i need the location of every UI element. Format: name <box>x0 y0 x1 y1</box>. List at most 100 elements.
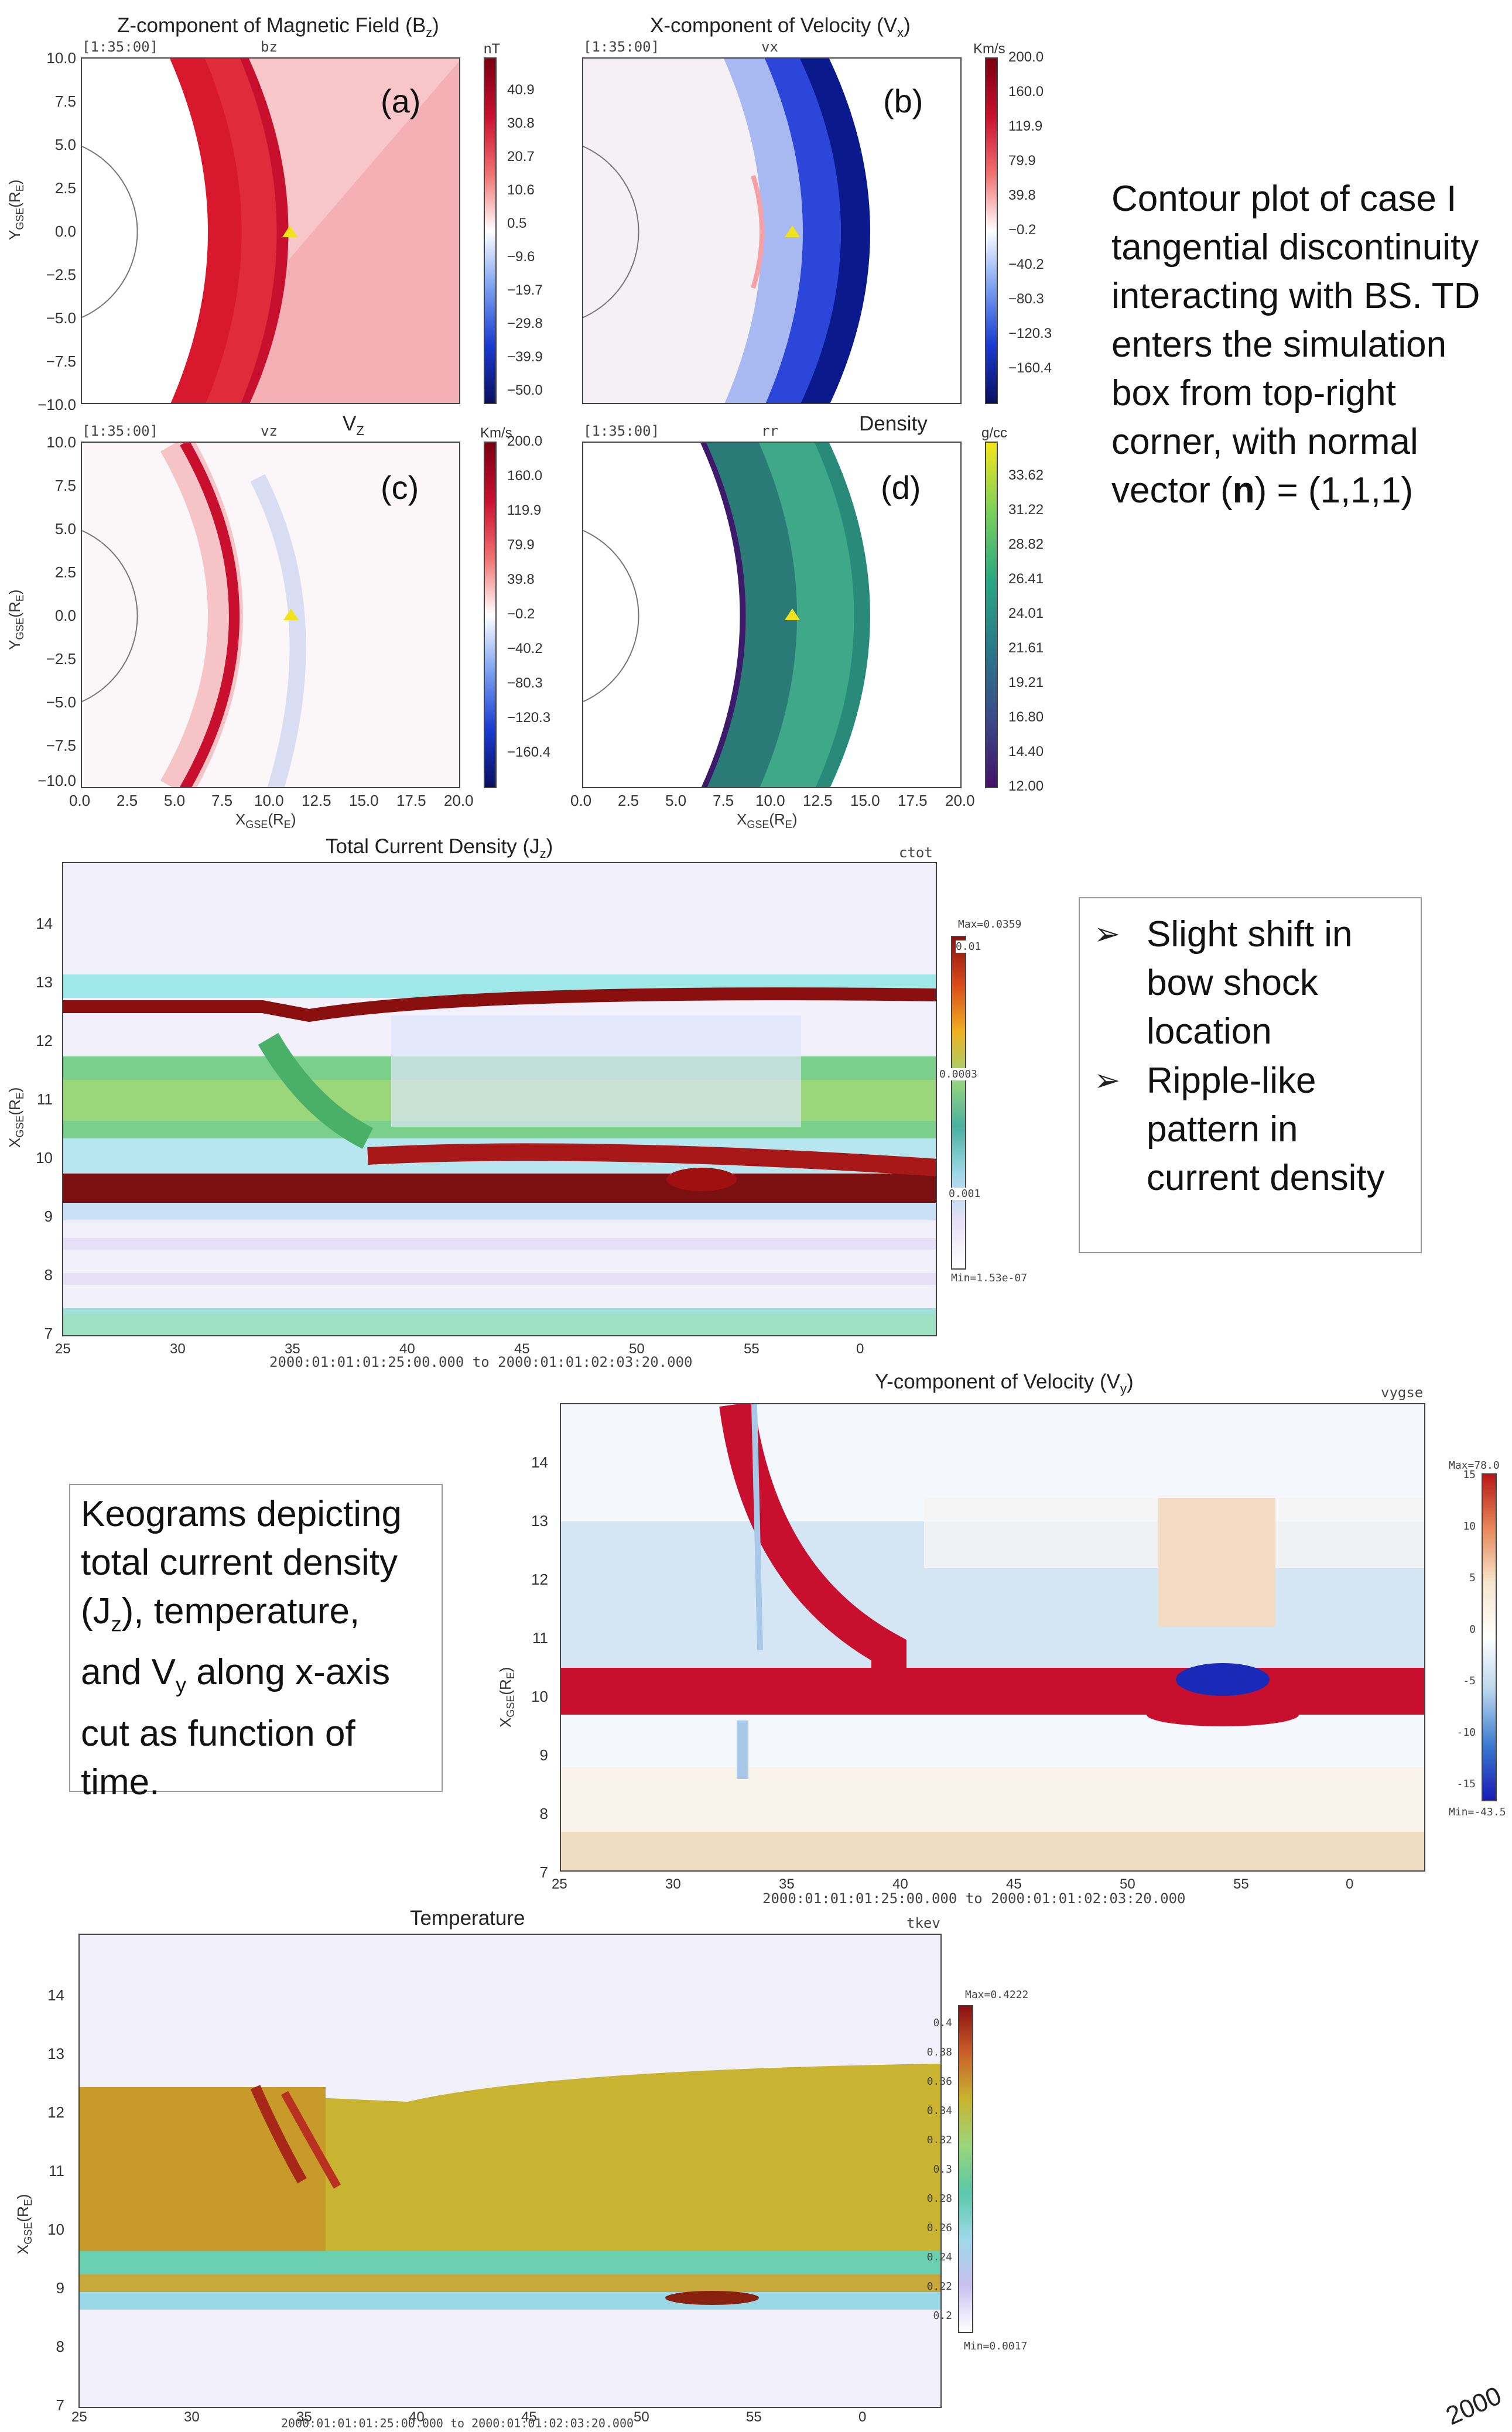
panel-c-time: [1:35:00] <box>82 423 159 439</box>
contour-description: Contour plot of case I tangential discon… <box>1111 179 1480 511</box>
panel-b-heading: X-component of Velocity (Vx) <box>650 14 911 40</box>
y-tick: 13 <box>47 2045 64 2062</box>
panel-b-var: vx <box>761 39 778 55</box>
y-tick: 10.0 <box>46 49 76 67</box>
y-tick: −2.5 <box>46 650 76 668</box>
cbar-tick: 0.2 <box>933 2310 952 2322</box>
y-tick: −10.0 <box>37 396 76 413</box>
y-tick: 8 <box>44 1266 53 1284</box>
keogram-vy-title: Y-component of Velocity (Vy) <box>875 1370 1134 1396</box>
y-tick: 14 <box>531 1453 548 1471</box>
panel-c-plot <box>81 442 460 788</box>
cbar-tick: 16.80 <box>1008 709 1044 725</box>
panel-b-colorbar <box>985 57 998 404</box>
cbar-tick: 200.0 <box>1008 49 1044 65</box>
cbar-tick: 119.9 <box>1008 118 1043 134</box>
x-tick: 50 <box>1120 1876 1135 1892</box>
panel-c-xlabel: XGSE(RE) <box>235 810 296 831</box>
panel-a-var: bz <box>261 39 278 55</box>
cbar-tick: −0.2 <box>1008 222 1036 238</box>
cbar-tick: 5 <box>1469 1572 1476 1584</box>
keogram-temp-cbar-min: Min=0.0017 <box>964 2340 1028 2352</box>
x-tick: 35 <box>779 1876 795 1892</box>
y-tick: 14 <box>47 1986 64 2004</box>
x-tick: 30 <box>170 1341 186 1357</box>
cbar-tick: −40.2 <box>1008 256 1044 272</box>
y-tick: 9 <box>539 1746 548 1764</box>
x-tick: 55 <box>746 2409 762 2425</box>
y-tick: −5.0 <box>46 693 76 711</box>
panel-d-colorbar <box>985 442 998 788</box>
keogram-temp-var: tkev <box>906 1915 940 1931</box>
bullet-item: ➢ Ripple-like pattern in current density <box>1094 1056 1410 1202</box>
x-tick: 0 <box>1346 1876 1354 1892</box>
x-tick: 25 <box>71 2409 87 2425</box>
y-tick: −7.5 <box>46 353 76 370</box>
cbar-tick: 10 <box>1463 1520 1476 1533</box>
cbar-tick: −160.4 <box>1008 360 1052 376</box>
y-tick: 10.0 <box>46 433 76 451</box>
x-tick: 25 <box>552 1876 567 1892</box>
cbar-tick: 0.36 <box>926 2075 952 2088</box>
panel-a-unit: nT <box>484 41 501 57</box>
keogram-vy-ylabel: XGSE(RE) <box>497 1667 517 1728</box>
y-tick: 14 <box>36 915 53 932</box>
panel-d-heading: Density <box>859 412 928 435</box>
cbar-tick: −9.6 <box>507 249 535 265</box>
keogram-vy-var: vygse <box>1381 1384 1424 1401</box>
y-tick: 13 <box>531 1512 548 1530</box>
keogram-jz-cbar-min: Min=1.53e-07 <box>951 1272 1028 1284</box>
x-tick: 0.0 <box>69 792 91 809</box>
panel-a-letter: (a) <box>381 83 421 119</box>
panel-d-time: [1:35:00] <box>583 423 660 439</box>
y-tick: 12 <box>531 1571 548 1588</box>
cbar-tick: 0.26 <box>926 2222 952 2234</box>
keogram-caption-box: Keograms depicting total current density… <box>69 1484 443 1802</box>
panel-c-unit: Km/s <box>480 425 512 441</box>
y-tick: 9 <box>56 2279 64 2297</box>
x-tick: 45 <box>1006 1876 1022 1892</box>
y-tick: 11 <box>37 1090 53 1108</box>
panel-c-colorbar <box>484 442 497 788</box>
cbar-tick: -10 <box>1456 1726 1476 1739</box>
x-tick: 20.0 <box>945 792 975 809</box>
cbar-tick: 0.28 <box>926 2192 952 2205</box>
y-tick: 12 <box>36 1032 53 1049</box>
panel-a-colorbar <box>484 57 497 404</box>
cbar-tick: −39.9 <box>507 349 543 365</box>
cbar-tick: 10.6 <box>507 182 535 198</box>
keogram-jz-ylabel: XGSE(RE) <box>6 1087 26 1148</box>
x-tick: 7.5 <box>211 792 233 809</box>
y-tick: 7.5 <box>54 477 76 494</box>
cbar-tick: 15 <box>1463 1469 1476 1481</box>
panel-b-plot <box>582 57 962 404</box>
bullet-item: ➢ Slight shift in bow shock location <box>1094 910 1410 1056</box>
keogram-temp-plot <box>78 1934 942 2408</box>
y-tick: 12 <box>47 2103 64 2121</box>
y-tick: 10 <box>47 2221 64 2238</box>
x-tick: 10.0 <box>755 792 785 809</box>
cbar-tick: 0.5 <box>507 216 527 231</box>
y-tick: 2.5 <box>54 563 76 581</box>
cbar-tick: 0.3 <box>933 2163 952 2176</box>
cbar-tick: 119.9 <box>507 502 542 518</box>
x-tick: 7.5 <box>713 792 734 809</box>
cbar-tick: 19.21 <box>1008 675 1044 690</box>
cbar-tick: 0.22 <box>926 2280 952 2293</box>
cbar-tick: 12.00 <box>1008 778 1044 794</box>
cbar-tick: 0.4 <box>933 2017 952 2029</box>
cbar-tick: −120.3 <box>1008 326 1052 341</box>
keogram-temp-ylabel: XGSE(RE) <box>14 2194 35 2255</box>
panel-b-letter: (b) <box>883 83 923 119</box>
cbar-tick: −40.2 <box>507 641 543 656</box>
cbar-tick: 0.0003 <box>939 1068 978 1080</box>
y-tick: 11 <box>532 1629 548 1647</box>
keogram-vy-plot <box>560 1403 1425 1872</box>
y-tick: 11 <box>49 2162 64 2180</box>
panel-d-plot <box>582 442 962 788</box>
cbar-tick: −80.3 <box>1008 291 1044 307</box>
panel-a-heading: Z-component of Magnetic Field (Bz) <box>117 14 439 40</box>
y-tick: 7.5 <box>54 93 76 110</box>
y-tick: 7 <box>539 1863 548 1881</box>
panel-b-time: [1:35:00] <box>583 39 660 55</box>
